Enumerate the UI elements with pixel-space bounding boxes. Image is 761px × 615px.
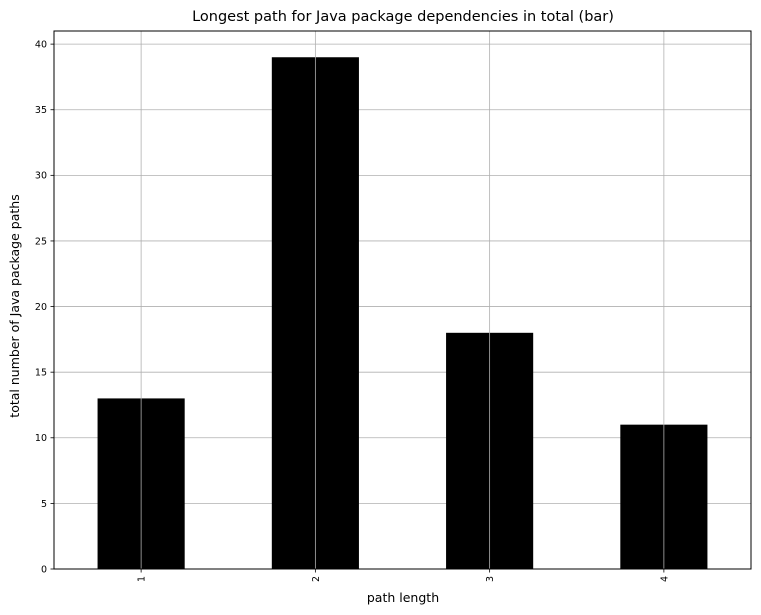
x-axis-ticks: 1 2 3 4 (137, 569, 670, 582)
y-tick-label: 5 (41, 499, 47, 510)
y-axis-label: total number of Java package paths (7, 194, 22, 417)
plot-frame (53, 30, 752, 570)
y-tick-label: 30 (35, 171, 47, 182)
x-tick-label: 3 (485, 576, 496, 582)
y-tick-label: 40 (35, 40, 47, 51)
y-tick-label: 0 (41, 564, 47, 575)
x-axis-label: path length (367, 590, 439, 605)
y-axis-ticks: 0 5 10 15 20 25 30 35 40 (35, 40, 54, 575)
y-tick-label: 10 (35, 433, 47, 444)
y-tick-label: 15 (35, 368, 47, 379)
y-tick-label: 35 (35, 105, 47, 116)
y-tick-label: 20 (35, 302, 47, 313)
x-tick-label: 4 (659, 576, 670, 582)
chart-title: Longest path for Java package dependenci… (192, 9, 614, 25)
y-tick-label: 25 (35, 236, 47, 247)
bars (97, 57, 708, 570)
vertical-grid-lines (140, 31, 665, 569)
x-tick-label: 1 (137, 576, 148, 582)
x-tick-label: 2 (311, 576, 322, 582)
